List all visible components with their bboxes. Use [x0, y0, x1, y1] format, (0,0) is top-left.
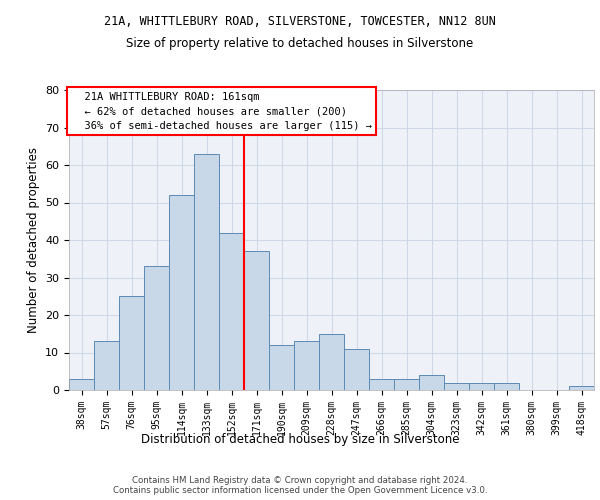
Y-axis label: Number of detached properties: Number of detached properties — [26, 147, 40, 333]
Bar — [144, 266, 169, 390]
Text: Size of property relative to detached houses in Silverstone: Size of property relative to detached ho… — [127, 38, 473, 51]
Bar — [469, 382, 494, 390]
Bar — [419, 375, 444, 390]
Bar — [369, 379, 394, 390]
Bar — [169, 195, 194, 390]
Bar — [294, 341, 319, 390]
Bar — [94, 341, 119, 390]
Bar — [269, 345, 294, 390]
Bar — [244, 251, 269, 390]
Text: Distribution of detached houses by size in Silverstone: Distribution of detached houses by size … — [141, 432, 459, 446]
Bar — [319, 334, 344, 390]
Text: Contains HM Land Registry data © Crown copyright and database right 2024.
Contai: Contains HM Land Registry data © Crown c… — [113, 476, 487, 495]
Bar — [69, 379, 94, 390]
Text: 21A WHITTLEBURY ROAD: 161sqm
  ← 62% of detached houses are smaller (200)
  36% : 21A WHITTLEBURY ROAD: 161sqm ← 62% of de… — [71, 92, 371, 131]
Bar — [394, 379, 419, 390]
Bar — [194, 154, 219, 390]
Text: 21A, WHITTLEBURY ROAD, SILVERSTONE, TOWCESTER, NN12 8UN: 21A, WHITTLEBURY ROAD, SILVERSTONE, TOWC… — [104, 15, 496, 28]
Bar — [569, 386, 594, 390]
Bar — [119, 296, 144, 390]
Bar — [494, 382, 519, 390]
Bar — [444, 382, 469, 390]
Bar — [344, 349, 369, 390]
Bar — [219, 232, 244, 390]
